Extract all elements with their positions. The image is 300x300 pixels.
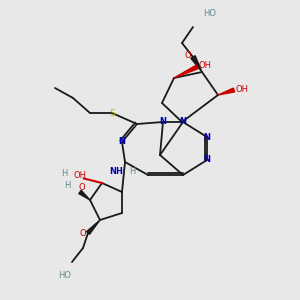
Text: HO: HO [58, 271, 71, 280]
Text: O: O [80, 229, 86, 238]
Text: O: O [79, 184, 85, 193]
Text: NH: NH [109, 167, 123, 176]
Text: S: S [109, 109, 115, 118]
Text: OH: OH [199, 61, 212, 70]
Polygon shape [218, 88, 235, 95]
Polygon shape [86, 220, 100, 234]
Text: O: O [185, 50, 191, 59]
Text: N: N [203, 133, 211, 142]
Text: OH: OH [236, 85, 248, 94]
Text: N: N [118, 137, 125, 146]
Text: OH: OH [74, 170, 86, 179]
Text: N: N [160, 118, 167, 127]
Text: H: H [64, 182, 70, 190]
Text: N: N [203, 155, 211, 164]
Polygon shape [174, 65, 198, 78]
Text: H: H [61, 169, 67, 178]
Text: N: N [179, 118, 187, 127]
Text: HO: HO [203, 10, 217, 19]
Polygon shape [79, 190, 90, 200]
Text: H: H [129, 167, 135, 176]
Polygon shape [191, 56, 202, 72]
